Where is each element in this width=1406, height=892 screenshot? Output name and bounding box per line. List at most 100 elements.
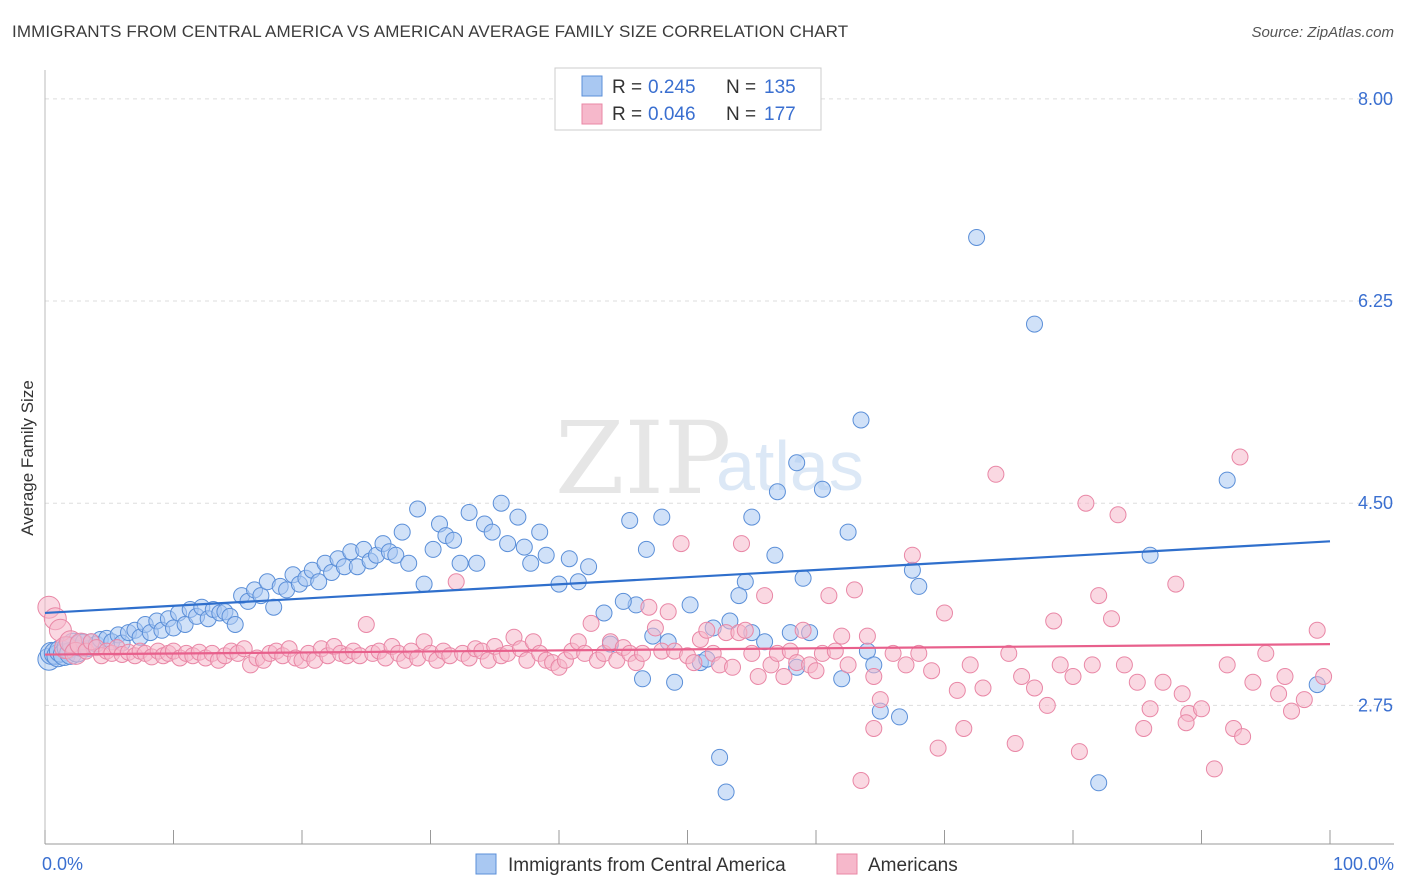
chart-title: IMMIGRANTS FROM CENTRAL AMERICA VS AMERI… (12, 22, 849, 41)
americans-point-137 (910, 644, 928, 662)
americans-point-121 (794, 621, 812, 639)
americans-point-166 (1231, 448, 1249, 466)
legend-swatch-blue (581, 75, 603, 97)
americans-point-129 (846, 581, 863, 599)
immigrants-point-66 (400, 554, 418, 572)
americans-point-165 (1218, 656, 1236, 674)
americans-point-150 (1064, 668, 1082, 685)
immigrants-point-78 (492, 494, 510, 512)
americans-point-53 (357, 616, 375, 633)
x-tick-labels: 0.0% 100.0% (42, 854, 1394, 874)
immigrants-point-124 (891, 708, 908, 726)
americans-point-96 (634, 644, 651, 662)
americans-point-172 (1308, 621, 1326, 639)
americans-point-168 (1257, 644, 1275, 662)
americans-point-151 (1077, 494, 1095, 512)
y-tick-label-1: 4.50 (1358, 493, 1393, 513)
immigrants-point-72 (445, 531, 463, 549)
immigrants-point-129 (614, 592, 632, 610)
americans-point-157 (1128, 673, 1146, 691)
americans-point-171 (1295, 691, 1313, 709)
americans-point-179 (1135, 720, 1153, 737)
americans-point-167 (1244, 673, 1262, 691)
americans-point-133 (871, 691, 889, 709)
immigrants-point-114 (968, 229, 986, 246)
americans-point-149 (1051, 656, 1069, 674)
americans-point-114 (749, 668, 767, 685)
americans-point-141 (961, 656, 979, 674)
americans-point-125 (820, 587, 838, 605)
immigrants-point-86 (560, 550, 578, 568)
immigrants-point-113 (910, 577, 928, 595)
americans-point-174 (865, 720, 883, 737)
americans-point-156 (1115, 656, 1133, 674)
immigrants-point-105 (788, 454, 806, 472)
immigrants-point-84 (537, 546, 555, 564)
americans-point-155 (1109, 506, 1127, 524)
series-legend-swatch-americans (836, 853, 858, 875)
y-tick-labels: 2.75 4.50 6.25 8.00 (1358, 89, 1393, 715)
americans-point-139 (936, 604, 953, 622)
americans-point-98 (646, 619, 664, 637)
immigrants-point-89 (595, 604, 613, 622)
americans-point-88 (582, 614, 600, 632)
immigrants-point-52 (310, 573, 328, 591)
y-axis-title: Average Family Size (18, 380, 37, 536)
immigrants-point-134 (634, 670, 651, 688)
source-label: Source: ZipAtlas.com (1251, 24, 1394, 41)
immigrants-point-122 (833, 670, 851, 688)
immigrants-point-82 (522, 554, 540, 572)
immigrants-point-68 (415, 575, 433, 593)
americans-point-100 (659, 603, 677, 621)
immigrants-point-121 (813, 480, 831, 498)
americans-point-102 (672, 535, 690, 553)
immigrants-point-108 (839, 523, 857, 541)
immigrants-point-103 (766, 546, 784, 564)
y-tick-label-2: 6.25 (1358, 291, 1393, 311)
series-legend-swatch-immigrants (475, 853, 497, 875)
immigrants-point-95 (653, 508, 671, 526)
americans-point-126 (826, 642, 844, 660)
americans-point-177 (1006, 735, 1024, 752)
americans-point-169 (1270, 685, 1288, 703)
americans-point-164 (1205, 760, 1223, 778)
americans-point-163 (1193, 700, 1210, 718)
americans-point-132 (865, 668, 883, 685)
americans-point-110 (724, 658, 741, 676)
americans-point-161 (1173, 685, 1191, 703)
americans-point-160 (1167, 575, 1185, 593)
immigrants-point-132 (756, 633, 774, 651)
immigrants-point-109 (852, 411, 870, 429)
immigrants-point-65 (393, 523, 411, 541)
americans-point-127 (833, 627, 851, 645)
x-tick-label-100: 100.0% (1333, 854, 1394, 874)
watermark-zip: ZIP (555, 400, 731, 517)
y-tick-label-0: 2.75 (1358, 695, 1393, 715)
immigrants-point-83 (531, 523, 549, 541)
immigrants-point-88 (580, 558, 598, 576)
immigrants-point-126 (730, 587, 748, 605)
immigrants-point-133 (1090, 774, 1108, 792)
immigrants-point-93 (637, 540, 655, 558)
legend-swatch-pink (581, 103, 603, 125)
immigrants-point-77 (483, 523, 501, 541)
americans-point-118 (775, 668, 793, 685)
immigrants-point-130 (666, 673, 684, 691)
legend-r-value-blue: 0.245 (648, 77, 696, 98)
americans-point-178 (1070, 743, 1088, 761)
americans-point-170 (1283, 702, 1300, 720)
americans-point-115 (756, 587, 774, 605)
immigrants-point-115 (1026, 315, 1043, 333)
americans-point-104 (685, 654, 703, 672)
immigrants-point-127 (711, 748, 729, 766)
immigrants-point-87 (569, 573, 587, 591)
legend-n-label-blue: N = (726, 77, 756, 98)
americans-point-175 (929, 739, 947, 757)
americans-point-159 (1154, 673, 1172, 691)
americans-point-153 (1090, 587, 1108, 605)
stats-legend: R = 0.245 N = 135 R = 0.046 N = 177 (554, 67, 822, 131)
legend-r-label-blue: R = (612, 77, 642, 98)
legend-n-label-pink: N = (726, 104, 756, 125)
americans-point-143 (987, 465, 1005, 483)
